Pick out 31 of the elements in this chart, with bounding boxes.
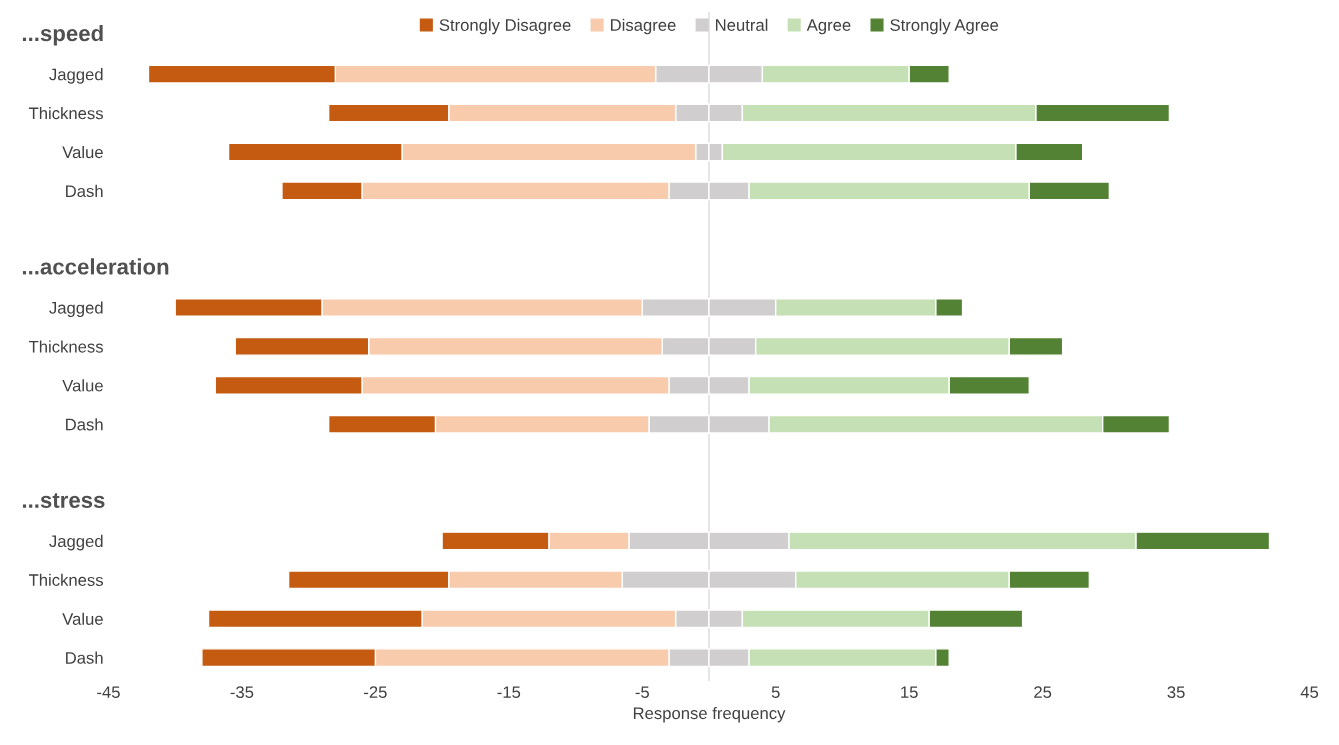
x-tick-label: -5 [635,686,649,699]
x-tick-label: -35 [230,686,254,699]
y-tick-label: Value [62,612,103,625]
y-tick-label: Jagged [49,534,103,551]
legend-label: Strongly Agree [890,18,999,35]
x-tick-label: -25 [364,686,387,699]
x-tick-label: 5 [771,686,780,699]
legend-label: Agree [806,19,851,35]
x-tick-label: 15 [901,686,918,699]
y-tick-label: ...speed [22,24,103,46]
x-axis-title: Response frequency [633,706,786,723]
legend-label: Strongly Disagree [439,18,571,35]
y-tick-label: ...acceleration [22,258,169,275]
y-tick-label: ...stress [22,493,105,508]
x-tick-label: -15 [497,686,521,699]
y-tick-label: Thickness [28,107,103,120]
y-tick-label: Jagged [49,301,103,318]
y-tick-label: Jagged [49,68,103,84]
x-tick-label: 45 [1300,686,1319,699]
y-tick-label: Dash [66,418,103,431]
y-tick-label: Value [62,145,103,159]
y-tick-label: Thickness [28,573,103,586]
legend-label: Neutral [716,18,768,31]
x-tick-label: -45 [97,686,120,699]
y-tick-label: Thickness [28,340,103,353]
x-tick-label: 35 [1167,686,1185,699]
x-tick-label: 25 [1034,686,1052,699]
y-tick-label: Dash [66,184,103,198]
legend-label: Disagree [611,18,676,35]
y-tick-label: Value [62,379,103,392]
y-tick-label: Dash [66,651,103,664]
